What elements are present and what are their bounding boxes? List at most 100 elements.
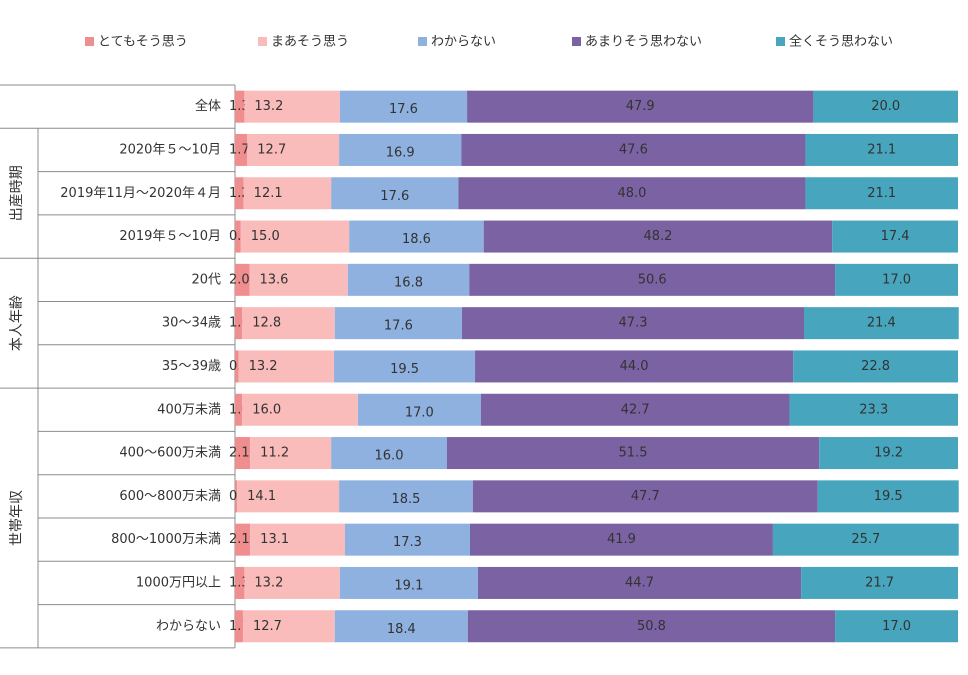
data-label: 48.2 bbox=[643, 229, 672, 244]
bar-segment bbox=[772, 523, 959, 556]
category-label: 2019年５～10月 bbox=[119, 229, 221, 244]
bar-segment bbox=[238, 350, 335, 383]
bar-segment bbox=[235, 220, 241, 253]
bar-segment bbox=[835, 610, 958, 643]
data-label: 17.3 bbox=[393, 535, 422, 550]
bar-segment bbox=[804, 307, 959, 340]
data-label: 21.1 bbox=[867, 186, 896, 201]
data-label: 47.3 bbox=[619, 316, 648, 331]
bar-segment bbox=[469, 263, 836, 296]
bar-segment bbox=[235, 393, 243, 426]
data-label: 12.1 bbox=[254, 186, 283, 201]
bar-segment bbox=[235, 177, 244, 210]
data-label: 42.7 bbox=[621, 402, 650, 417]
bar-segment bbox=[483, 220, 833, 253]
bar-segment bbox=[250, 523, 345, 556]
bar-segment bbox=[469, 523, 773, 556]
legend-swatch-0 bbox=[85, 37, 94, 46]
legend-swatch-4 bbox=[776, 37, 785, 46]
legend-label-2: わからない bbox=[431, 35, 496, 50]
data-label: 51.5 bbox=[619, 446, 648, 461]
data-label: 47.6 bbox=[619, 142, 648, 157]
bar-segment bbox=[793, 350, 958, 383]
bar-segment bbox=[235, 133, 248, 166]
data-label: 41.9 bbox=[607, 532, 636, 547]
legend-label-1: まあそう思う bbox=[271, 35, 349, 50]
data-label: 2.1 bbox=[229, 446, 250, 461]
legend-label-3: あまりそう思わない bbox=[585, 35, 702, 50]
category-label: 35～39歳 bbox=[162, 359, 221, 374]
bar-area: 1.3 13.2 17.6 47.9 20.01.7 12.7 16.9 47.6 21.11.… bbox=[229, 90, 959, 643]
category-label: わからない bbox=[156, 619, 221, 634]
bar-segment bbox=[235, 263, 250, 296]
legend-swatch-3 bbox=[572, 37, 581, 46]
bar-segment bbox=[235, 523, 251, 556]
data-label: 12.8 bbox=[252, 316, 281, 331]
bar-segment bbox=[247, 133, 340, 166]
bar-segment bbox=[344, 523, 470, 556]
data-label: 47.7 bbox=[631, 489, 660, 504]
data-label: 23.3 bbox=[859, 402, 888, 417]
data-label: 11.2 bbox=[260, 446, 289, 461]
bar-segment bbox=[331, 437, 447, 470]
bar-segment bbox=[467, 90, 814, 123]
data-label: 14.1 bbox=[247, 489, 276, 504]
legend-label-4: 全くそう思わない bbox=[789, 34, 893, 50]
bar-segment bbox=[240, 220, 350, 253]
data-label: 13.2 bbox=[254, 99, 283, 114]
bar-segment bbox=[339, 133, 462, 166]
category-labels: 全体 2020年５～10月 2019年11月～2020年４月 2019年５～10月 20… bbox=[60, 98, 221, 634]
data-label: 19.5 bbox=[390, 362, 419, 377]
category-label: 20代 bbox=[191, 272, 221, 287]
bar-segment bbox=[832, 220, 958, 253]
bar-segment bbox=[472, 480, 818, 513]
category-label: 2019年11月～2020年４月 bbox=[60, 186, 221, 201]
data-label: 21.1 bbox=[867, 142, 896, 157]
bar-segment bbox=[475, 350, 794, 383]
bar-segment bbox=[235, 307, 243, 340]
bar-segment bbox=[249, 263, 348, 296]
data-label: 21.7 bbox=[865, 575, 894, 590]
bar-segment bbox=[347, 263, 470, 296]
group-label: 世帯年収 bbox=[9, 490, 25, 546]
bar-segment bbox=[819, 437, 958, 470]
bar-segment bbox=[339, 90, 468, 123]
category-label: 600～800万未満 bbox=[119, 489, 221, 504]
bar-segment bbox=[801, 566, 958, 599]
bar-segment bbox=[242, 610, 335, 643]
bar-segment bbox=[331, 177, 459, 210]
data-label: 13.2 bbox=[249, 359, 278, 374]
bar-segment bbox=[813, 90, 958, 123]
bar-segment bbox=[339, 566, 478, 599]
legend-label-0: とてもそう思う bbox=[98, 35, 188, 50]
data-label: 19.2 bbox=[874, 446, 903, 461]
legend: とてもそう思う まあそう思う わからない あまりそう思わない 全くそう思わない bbox=[85, 34, 893, 50]
data-label: 47.9 bbox=[626, 99, 655, 114]
data-label: 18.4 bbox=[387, 622, 416, 637]
bar-segment bbox=[477, 566, 802, 599]
category-label: 800～1000万未満 bbox=[111, 532, 221, 547]
data-label: 17.0 bbox=[882, 272, 911, 287]
bar-segment bbox=[835, 263, 958, 296]
bar-segment bbox=[462, 307, 805, 340]
bar-segment bbox=[242, 307, 335, 340]
category-label: 400～600万未満 bbox=[119, 446, 221, 461]
legend-swatch-1 bbox=[258, 37, 267, 46]
data-label: 50.6 bbox=[638, 272, 667, 287]
data-label: 13.1 bbox=[260, 532, 289, 547]
bar-segment bbox=[805, 133, 958, 166]
bar-segment bbox=[357, 393, 481, 426]
data-label: 20.0 bbox=[871, 99, 900, 114]
data-label: 17.4 bbox=[881, 229, 910, 244]
group-label: 本人年齢 bbox=[9, 295, 25, 351]
data-label: 13.6 bbox=[259, 272, 288, 287]
data-label: 18.5 bbox=[392, 492, 421, 507]
bar-segment bbox=[243, 177, 332, 210]
bar-segment bbox=[242, 393, 358, 426]
bar-segment bbox=[235, 350, 239, 383]
category-label: 2020年５～10月 bbox=[119, 142, 221, 157]
data-label: 19.5 bbox=[874, 489, 903, 504]
category-label: 1000万円以上 bbox=[136, 575, 221, 590]
